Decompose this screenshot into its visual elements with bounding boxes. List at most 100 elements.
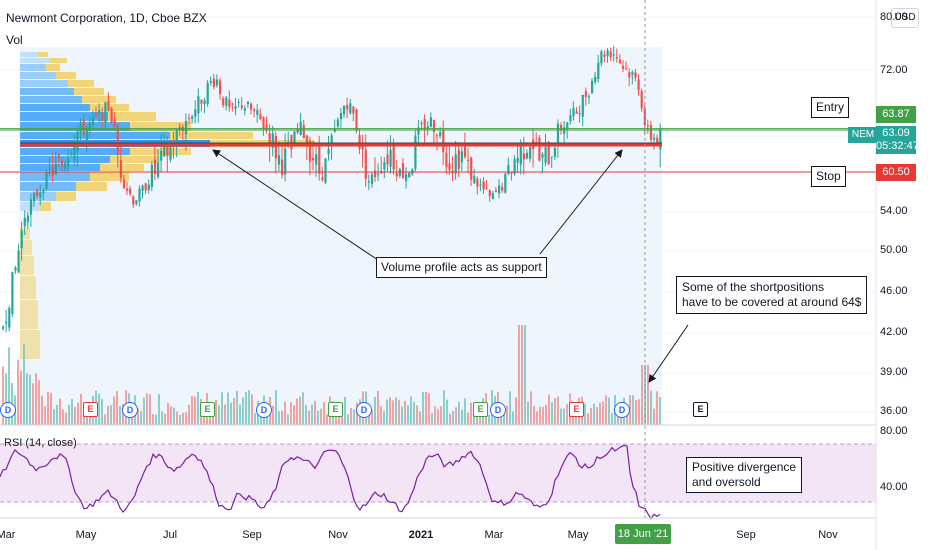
candle-body: [653, 137, 656, 140]
candle-body: [147, 184, 150, 191]
volume-bar: [464, 398, 466, 425]
short-note[interactable]: Some of the shortpositions have to be co…: [676, 276, 868, 314]
volume-bar: [440, 406, 442, 425]
candle-body: [157, 163, 160, 177]
volume-bar: [656, 391, 658, 425]
volume-bar: [308, 410, 310, 425]
volume-bar: [50, 392, 52, 425]
volume-bar: [392, 400, 394, 425]
volume-bar: [5, 373, 7, 425]
candle-body: [33, 192, 36, 202]
dividend-marker[interactable]: D: [122, 402, 138, 418]
profile-bar: [20, 122, 130, 131]
dividend-marker[interactable]: D: [490, 402, 506, 418]
candle-body: [116, 125, 119, 154]
volume-bar: [314, 400, 316, 425]
volume-bar: [425, 391, 427, 425]
candle-body: [57, 154, 60, 159]
volume-bar: [29, 374, 31, 425]
volume-bar: [587, 413, 589, 425]
volume-bar: [524, 325, 526, 425]
candle-body: [237, 102, 240, 104]
volume-bar: [488, 414, 490, 425]
candle-body: [538, 137, 541, 161]
stop-price-tag: 60.50: [876, 164, 916, 181]
dividend-marker[interactable]: D: [356, 402, 372, 418]
volume-bar: [182, 412, 184, 425]
annotation-arrows: [212, 149, 689, 383]
candle-body: [467, 159, 470, 161]
entry-box[interactable]: Entry: [811, 97, 850, 118]
candle-body: [150, 164, 153, 187]
volume-bar: [428, 393, 430, 425]
volume-bar: [635, 400, 637, 425]
x-tick-2021: 2021: [408, 529, 434, 541]
volume-bar: [419, 411, 421, 425]
volume-bar: [59, 398, 61, 425]
earnings-marker[interactable]: E: [83, 402, 98, 417]
profile-bar: [20, 300, 38, 329]
divergence-note[interactable]: Positive divergence and oversold: [686, 457, 803, 493]
candle-body: [119, 160, 122, 178]
candle-body: [494, 190, 498, 193]
volume-bar: [653, 408, 655, 425]
candle-body: [386, 154, 389, 165]
levels: [0, 128, 876, 173]
currency-button[interactable]: USD: [891, 8, 919, 28]
earnings-marker[interactable]: E: [200, 402, 215, 417]
dividend-marker[interactable]: D: [614, 402, 630, 418]
volume-bar: [434, 406, 436, 425]
volume-bar: [284, 401, 286, 425]
volume-bar: [512, 411, 514, 425]
volume-bar: [188, 404, 190, 425]
candle-body: [256, 110, 259, 115]
volume-bar: [545, 404, 547, 425]
volume-bar: [299, 396, 301, 425]
candle-body: [228, 99, 231, 108]
candle-body: [436, 135, 439, 137]
volume-bar: [410, 396, 412, 425]
candle-body: [246, 101, 250, 105]
candle-body: [73, 143, 76, 160]
candle-body: [488, 190, 491, 197]
dividend-marker[interactable]: D: [256, 402, 272, 418]
divergence-note-line2: and oversold: [692, 475, 761, 489]
candle-body: [324, 158, 327, 183]
candle-body: [169, 142, 172, 160]
profile-bar: [56, 72, 76, 79]
candle-body: [522, 153, 525, 160]
candle-body: [327, 149, 330, 155]
stop-box[interactable]: Stop: [811, 166, 846, 187]
candle-body: [603, 54, 606, 57]
volume-bar: [290, 402, 292, 425]
volume-bar: [227, 392, 229, 425]
candle-body: [2, 326, 5, 329]
volume-bar: [350, 408, 352, 425]
candle-body: [516, 157, 519, 163]
volume-bar: [449, 413, 451, 425]
volume-bar: [119, 406, 121, 425]
candle-body: [318, 146, 321, 174]
volume-bar: [2, 366, 4, 425]
earnings-marker[interactable]: E: [693, 402, 708, 417]
candle-body: [358, 134, 361, 149]
volume-bar: [521, 325, 523, 425]
volume-bar: [338, 409, 340, 425]
volume-bar: [158, 394, 160, 425]
profile-bar: [68, 80, 94, 87]
profile-bar: [20, 240, 32, 255]
volume-bar: [296, 398, 298, 425]
earnings-marker[interactable]: E: [328, 402, 343, 417]
volume-bar: [632, 395, 634, 425]
volume-bar: [452, 411, 454, 425]
candle-body: [426, 126, 429, 129]
volume-bar: [395, 397, 397, 425]
rsi-label: RSI (14, close): [4, 437, 77, 449]
earnings-marker[interactable]: E: [473, 402, 488, 417]
earnings-marker[interactable]: E: [569, 402, 584, 417]
support-note[interactable]: Volume profile acts as support: [376, 257, 547, 278]
dividend-marker[interactable]: D: [0, 402, 16, 418]
candle-body: [203, 100, 206, 105]
candle-body: [618, 59, 622, 64]
